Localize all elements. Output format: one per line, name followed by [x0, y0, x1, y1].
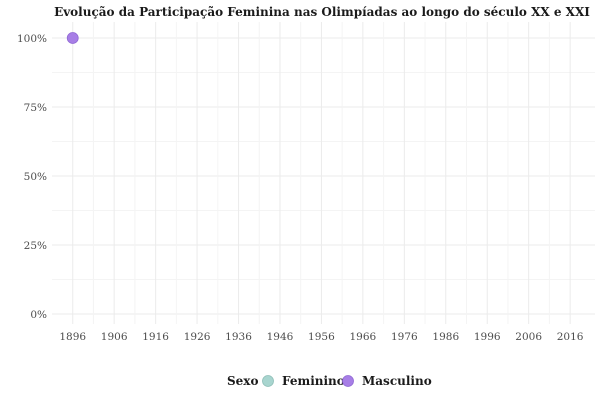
grid [52, 22, 595, 324]
x-tick-label: 1976 [391, 331, 418, 343]
x-axis: 1896 1906 1916 1926 1936 1946 1956 1966 1976 1986… [59, 331, 583, 343]
legend: Sexo Feminino Masculino [227, 374, 432, 388]
x-tick-label: 2006 [515, 331, 542, 343]
y-axis: 0% 25% 50% 75% 100% [17, 33, 47, 321]
x-tick-label: 2016 [557, 331, 584, 343]
x-tick-label: 1986 [432, 331, 459, 343]
x-tick-label: 1946 [267, 331, 294, 343]
data-point-masculino [66, 32, 79, 44]
y-tick-label: 50% [24, 171, 47, 183]
data-points [66, 32, 79, 44]
legend-key-masculino [342, 375, 354, 387]
legend-label-masculino: Masculino [362, 374, 432, 388]
legend-key-feminino [262, 375, 274, 387]
y-tick-label: 75% [24, 102, 47, 114]
chart-title: Evolução da Participação Feminina nas Ol… [54, 5, 590, 19]
y-tick-label: 100% [17, 33, 47, 45]
x-tick-label: 1906 [101, 331, 128, 343]
x-tick-label: 1926 [184, 331, 211, 343]
x-tick-label: 1896 [59, 331, 86, 343]
y-tick-label: 0% [30, 309, 47, 321]
x-tick-label: 1916 [142, 331, 169, 343]
x-tick-label: 1956 [308, 331, 335, 343]
legend-title: Sexo [227, 374, 258, 388]
legend-label-feminino: Feminino [282, 374, 345, 388]
x-tick-label: 1966 [350, 331, 377, 343]
y-tick-label: 25% [24, 240, 47, 252]
x-tick-label: 1996 [474, 331, 501, 343]
x-tick-label: 1936 [225, 331, 252, 343]
